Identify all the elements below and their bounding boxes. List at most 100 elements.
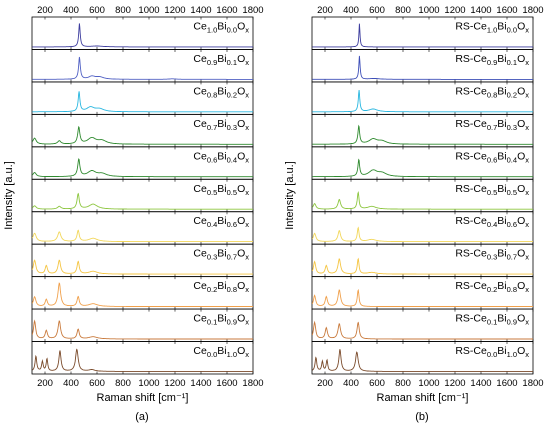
- x-tick-label-top: 800: [115, 5, 131, 16]
- x-tick-label-top: 1400: [190, 5, 211, 16]
- x-tick-label-top: 1600: [496, 5, 517, 16]
- spectrum-strip: Ce0.0Bi1.0Ox: [31, 341, 254, 375]
- series-label: RS-Ce0.6Bi0.4Ox: [455, 150, 529, 164]
- y-axis-label: Intensity [a.u.]: [3, 161, 15, 229]
- spectrum-line: [32, 23, 253, 48]
- series-label: Ce0.3Bi0.7Ox: [193, 248, 249, 262]
- x-tick-label-top: 1000: [138, 5, 159, 16]
- series-label: RS-Ce0.9Bi0.1Ox: [455, 53, 529, 67]
- x-tick-label-top: 400: [343, 5, 359, 16]
- x-tick-label-top: 1800: [242, 5, 263, 16]
- strip-frame: [31, 341, 254, 375]
- x-tick-label-bottom: 200: [317, 378, 333, 389]
- x-tick-label-bottom: 600: [89, 378, 105, 389]
- spectrum-line: [31, 158, 253, 178]
- y-axis-label: Intensity [a.u.]: [284, 161, 296, 229]
- x-tick-label-bottom: 1800: [522, 378, 543, 389]
- spectrum-line: [31, 319, 253, 340]
- x-tick-label-top: 200: [37, 5, 53, 16]
- x-tick-label-bottom: 1600: [496, 378, 517, 389]
- x-axis-label: Raman shift [cm⁻¹]: [377, 392, 469, 404]
- x-tick-label-bottom: 400: [63, 378, 79, 389]
- panel-b: 200 200 400 400 600 600 800 800 1000 1000 1200 1200…: [284, 5, 544, 423]
- x-tick-label-bottom: 1600: [216, 378, 237, 389]
- spectrum-strip: Ce0.8Bi0.2Ox: [31, 81, 254, 115]
- series-label: RS-Ce0.8Bi0.2Ox: [455, 85, 529, 99]
- x-tick-label-bottom: 1200: [164, 378, 185, 389]
- x-tick-label-bottom: 800: [395, 378, 411, 389]
- series-label: Ce0.2Bi0.8Ox: [193, 280, 249, 294]
- x-tick-label-bottom: 1400: [190, 378, 211, 389]
- spectrum-line: [312, 90, 533, 113]
- spectrum-line: [31, 192, 253, 210]
- x-axis-label: Raman shift [cm⁻¹]: [97, 392, 189, 404]
- series-label: RS-Ce0.1Bi0.9Ox: [455, 313, 529, 327]
- x-tick-label-top: 600: [369, 5, 385, 16]
- series-label: Ce0.5Bi0.5Ox: [193, 183, 249, 197]
- series-label: Ce0.1Bi0.9Ox: [193, 313, 249, 327]
- x-tick-label-top: 1000: [418, 5, 439, 16]
- x-tick-label-top: 1400: [470, 5, 491, 16]
- series-label: Ce0.9Bi0.1Ox: [193, 53, 249, 67]
- spectrum-strip: RS-Ce0.0Bi1.0Ox: [311, 341, 534, 375]
- series-label: RS-Ce0.7Bi0.3Ox: [455, 118, 529, 132]
- spectrum-strip: Ce1.0Bi0.0Ox: [31, 16, 254, 50]
- x-tick-label-top: 1800: [522, 5, 543, 16]
- x-tick-label-bottom: 1000: [138, 378, 159, 389]
- spectrum-strip: Ce0.3Bi0.7Ox: [31, 243, 254, 278]
- spectrum-line: [311, 288, 533, 307]
- x-tick-label-top: 800: [395, 5, 411, 16]
- x-tick-label-bottom: 200: [37, 378, 53, 389]
- spectrum-strip: RS-Ce1.0Bi0.0Ox: [311, 16, 534, 50]
- x-tick-label-bottom: 800: [115, 378, 131, 389]
- spectrum-strip: RS-Ce0.2Bi0.8Ox: [311, 276, 534, 310]
- series-label: RS-Ce0.3Bi0.7Ox: [455, 248, 529, 262]
- x-tick-label-top: 200: [317, 5, 333, 16]
- spectrum-line: [31, 282, 253, 307]
- spectrum-strip: Ce0.4Bi0.6Ox: [31, 211, 254, 245]
- spectrum-strip: RS-Ce0.5Bi0.5Ox: [311, 178, 534, 213]
- series-label: Ce0.7Bi0.3Ox: [193, 118, 249, 132]
- panel-label: (a): [135, 411, 148, 423]
- spectrum-strip: Ce0.1Bi0.9Ox: [31, 308, 254, 342]
- spectrum-strip: Ce0.6Bi0.4Ox: [31, 146, 254, 180]
- spectrum-line: [31, 259, 253, 275]
- x-tick-label-top: 1600: [216, 5, 237, 16]
- x-tick-label-bottom: 1200: [444, 378, 465, 389]
- spectrum-line: [312, 158, 533, 178]
- x-tick-label-bottom: 400: [343, 378, 359, 389]
- series-label: RS-Ce0.5Bi0.5Ox: [455, 183, 529, 197]
- spectrum-strip: RS-Ce0.6Bi0.4Ox: [311, 146, 534, 180]
- spectrum-line: [311, 190, 533, 210]
- series-label: Ce1.0Bi0.0Ox: [193, 21, 249, 35]
- series-label: Ce0.0Bi1.0Ox: [193, 345, 249, 359]
- spectrum-line: [311, 320, 533, 340]
- spectrum-strip: RS-Ce0.4Bi0.6Ox: [311, 211, 534, 245]
- x-tick-label-bottom: 1800: [242, 378, 263, 389]
- spectrum-line: [32, 56, 253, 80]
- spectrum-strip: RS-Ce0.3Bi0.7Ox: [311, 243, 534, 278]
- x-tick-label-bottom: 600: [369, 378, 385, 389]
- series-label: RS-Ce0.0Bi1.0Ox: [455, 345, 529, 359]
- x-tick-label-top: 1200: [444, 5, 465, 16]
- panel-label: (b): [415, 411, 428, 423]
- spectrum-line: [312, 55, 533, 80]
- series-label: Ce0.4Bi0.6Ox: [193, 215, 249, 229]
- spectrum-strip: Ce0.5Bi0.5Ox: [31, 178, 254, 213]
- series-label: RS-Ce0.2Bi0.8Ox: [455, 280, 529, 294]
- spectrum-strip: RS-Ce0.1Bi0.9Ox: [311, 308, 534, 342]
- series-label: RS-Ce1.0Bi0.0Ox: [455, 21, 529, 35]
- series-label: RS-Ce0.4Bi0.6Ox: [455, 215, 529, 229]
- spectrum-line: [31, 125, 253, 145]
- x-tick-label-top: 600: [89, 5, 105, 16]
- panel-a: 200 200 400 400 600 600 800 800 1000 1000 1200 1200…: [3, 5, 264, 423]
- strip-frame: [311, 341, 534, 375]
- x-tick-label-bottom: 1000: [418, 378, 439, 389]
- spectrum-strip: RS-Ce0.7Bi0.3Ox: [311, 113, 534, 148]
- spectrum-line: [32, 91, 253, 113]
- series-label: Ce0.6Bi0.4Ox: [193, 150, 249, 164]
- spectrum-line: [311, 226, 533, 243]
- spectrum-strip: RS-Ce0.8Bi0.2Ox: [311, 81, 534, 115]
- x-tick-label-top: 1200: [164, 5, 185, 16]
